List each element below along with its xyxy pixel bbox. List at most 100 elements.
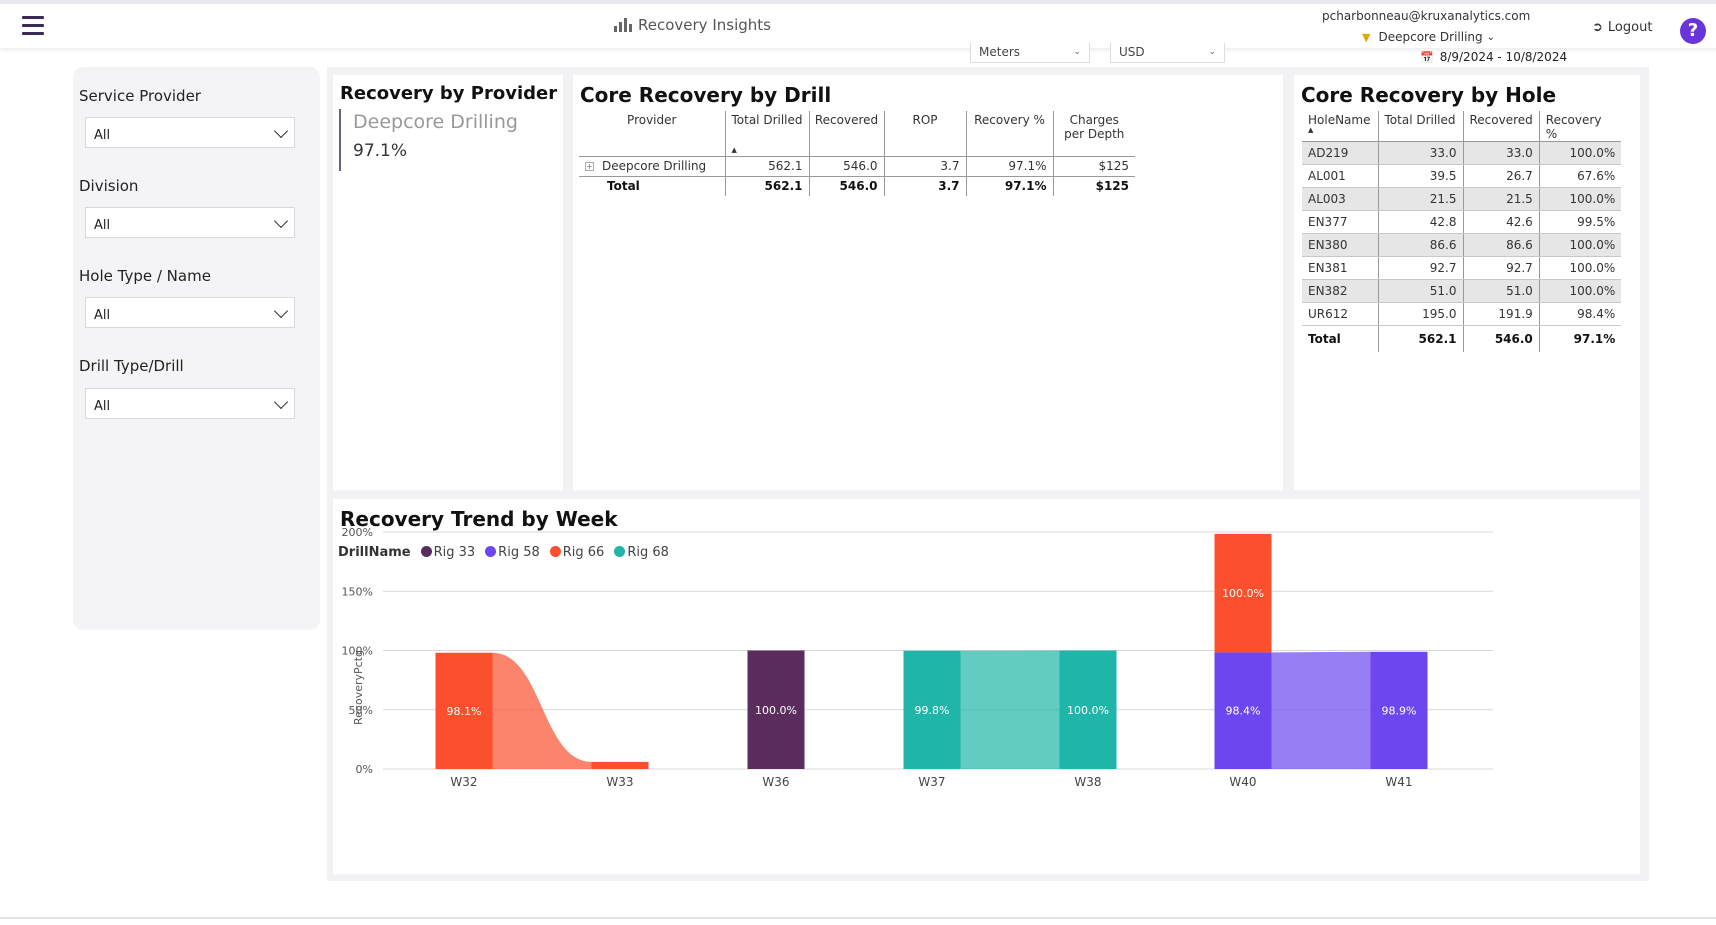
expand-icon[interactable]: + [585, 162, 594, 171]
data-label: 98.4% [1226, 705, 1261, 718]
table-cell: + Deepcore Drilling [579, 156, 726, 176]
data-label: 99.8% [915, 704, 950, 717]
legend-item-rig-58[interactable]: Rig 58 [485, 545, 540, 560]
x-tick-label: W40 [1229, 775, 1256, 789]
table-cell: 562.1 [1378, 325, 1464, 352]
filter-label-hole-type: Hole Type / Name [79, 267, 211, 285]
table-cell: 21.5 [1378, 187, 1464, 211]
currency-value: USD [1119, 45, 1145, 59]
table-cell: 26.7 [1463, 164, 1540, 188]
ribbon-rig-58 [1271, 651, 1371, 769]
x-tick-label: W33 [606, 775, 633, 789]
filter-sidebar: Service Provider All Division All Hole T… [73, 67, 320, 630]
app-title-text: Recovery Insights [638, 16, 771, 34]
table-cell: 100.0% [1539, 141, 1622, 165]
organization-select[interactable]: ▼ Deepcore Drilling ⌄ [1362, 30, 1495, 44]
table-cell: EN381 [1302, 256, 1379, 280]
column-header[interactable]: Recovered [809, 111, 885, 157]
table-cell: 3.7 [884, 156, 967, 176]
provider-recovery-value: 97.1% [353, 141, 408, 161]
legend-label: Rig 58 [498, 545, 540, 560]
bar-rig-66-w32 [435, 652, 493, 769]
table-cell: EN380 [1302, 233, 1379, 257]
drill-type-value: All [94, 399, 111, 414]
table-row[interactable]: EN377 42.8 42.6 99.5% [1302, 210, 1622, 234]
bar-rig-33-w36 [747, 650, 805, 769]
ribbon-rig-68 [960, 650, 1060, 769]
column-header[interactable]: HoleName ▲ [1302, 111, 1379, 142]
table-row[interactable]: UR612 195.0 191.9 98.4% [1302, 302, 1622, 326]
table-row[interactable]: EN381 92.7 92.7 100.0% [1302, 256, 1622, 280]
unit-select[interactable]: Meters ⌄ [970, 43, 1090, 63]
table-cell: 97.1% [966, 175, 1054, 196]
x-tick-label: W38 [1074, 775, 1101, 789]
hamburger-menu-icon[interactable] [22, 16, 44, 36]
bar-rig-66-w33 [591, 761, 649, 769]
top-header: Recovery Insights pcharbonneau@kruxanaly… [0, 0, 1716, 48]
table-cell: AL001 [1302, 164, 1379, 188]
service-provider-select[interactable]: All [85, 117, 295, 148]
help-icon[interactable]: ? [1680, 18, 1706, 44]
x-tick-label: W37 [918, 775, 945, 789]
provider-name: Deepcore Drilling [353, 111, 518, 133]
table-cell: $125 [1053, 175, 1135, 196]
drill-type-select[interactable]: All [85, 388, 295, 419]
bar-rig-68-w38 [1059, 650, 1117, 769]
legend-dot [614, 546, 626, 557]
table-row[interactable]: AD219 33.0 33.0 100.0% [1302, 141, 1622, 165]
legend-item-rig-33[interactable]: Rig 33 [420, 545, 475, 560]
table-row[interactable]: + Deepcore Drilling 562.1 546.0 3.7 97.1%… [579, 156, 1135, 176]
date-range-text: 8/9/2024 - 10/8/2024 [1439, 50, 1568, 64]
column-header[interactable]: Total Drilled [1378, 111, 1464, 142]
column-header[interactable]: Recovery % [1539, 111, 1622, 142]
chevron-down-icon: ⌄ [1073, 47, 1081, 57]
sort-asc-icon: ▲ [1308, 126, 1314, 134]
chart-legend: DrillName Rig 33 Rig 58 Rig 66 Rig 68 [338, 545, 673, 560]
legend-dot [485, 546, 497, 557]
column-header[interactable]: Recovery % [966, 111, 1054, 157]
bar-rig-68-w37 [903, 650, 961, 769]
chevron-down-icon [273, 394, 289, 410]
table-cell: 98.4% [1539, 302, 1622, 326]
currency-select[interactable]: USD ⌄ [1110, 43, 1225, 63]
table-cell: EN377 [1302, 210, 1379, 234]
date-range[interactable]: 📅 8/9/2024 - 10/8/2024 [1420, 50, 1567, 64]
table-row[interactable]: AL003 21.5 21.5 100.0% [1302, 187, 1622, 211]
logout-button[interactable]: ➲ Logout [1592, 20, 1652, 35]
provider-kpi[interactable]: Deepcore Drilling 97.1% [339, 109, 518, 171]
legend-item-rig-68[interactable]: Rig 68 [614, 545, 669, 560]
table-total-row: Total 562.1 546.0 3.7 97.1% $125 [579, 175, 1135, 196]
chevron-down-icon: ⌄ [1486, 31, 1496, 43]
table-cell: 562.1 [725, 156, 810, 176]
column-header[interactable]: ROP [884, 111, 967, 157]
column-header[interactable]: Recovered [1463, 111, 1540, 142]
x-tick-label: W32 [450, 775, 477, 789]
recovery-trend-title: Recovery Trend by Week [340, 507, 618, 531]
table-cell: 86.6 [1463, 233, 1540, 257]
column-header[interactable]: Provider [579, 111, 726, 157]
hole-type-select[interactable]: All [85, 297, 295, 328]
table-cell: 3.7 [884, 175, 967, 196]
table-cell: 100.0% [1539, 256, 1622, 280]
division-select[interactable]: All [85, 207, 295, 238]
legend-title: DrillName [338, 545, 411, 560]
table-cell: 195.0 [1378, 302, 1464, 326]
table-cell: 42.8 [1378, 210, 1464, 234]
table-row[interactable]: AL001 39.5 26.7 67.6% [1302, 164, 1622, 188]
bar-rig-66-w40 [1214, 533, 1272, 653]
column-header[interactable]: Charges per Depth [1053, 111, 1135, 157]
table-row[interactable]: EN380 86.6 86.6 100.0% [1302, 233, 1622, 257]
y-tick-label: 0% [356, 763, 373, 776]
legend-item-rig-66[interactable]: Rig 66 [549, 545, 604, 560]
legend-dot [549, 546, 561, 557]
bar-rig-58-w40 [1214, 652, 1272, 769]
column-header[interactable]: Total Drilled ▲ [725, 111, 810, 157]
unit-value: Meters [979, 45, 1021, 59]
recovery-trend-card: Recovery Trend by Week DrillName Rig 33 … [333, 499, 1640, 874]
table-row[interactable]: EN382 51.0 51.0 100.0% [1302, 279, 1622, 303]
core-recovery-by-drill-card: Core Recovery by Drill Provider Total Dr… [573, 75, 1283, 490]
ribbon-rig-66 [492, 652, 592, 769]
table-cell: AL003 [1302, 187, 1379, 211]
table-cell: 97.1% [966, 156, 1054, 176]
legend-label: Rig 68 [627, 545, 669, 560]
